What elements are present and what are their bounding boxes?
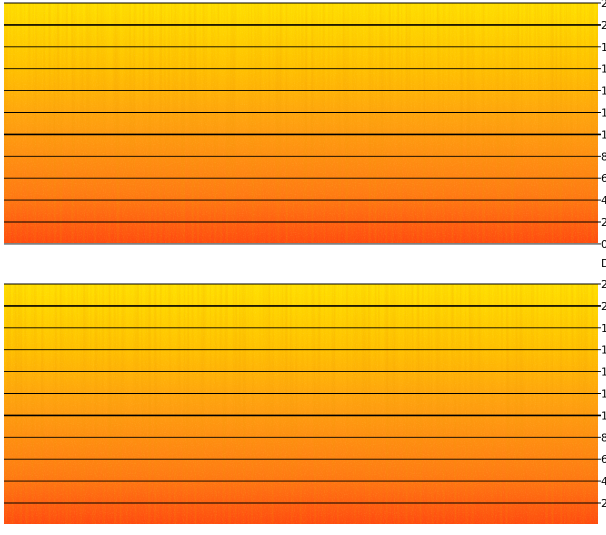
tick-label: 2 [601, 497, 606, 510]
tick-label: 1 [601, 409, 606, 422]
tick-label: 1 [601, 107, 606, 120]
tick-label: 1 [601, 322, 606, 335]
heatmap-grain [4, 3, 598, 243]
tick-label: 6 [601, 453, 606, 466]
tick-label: 0 [601, 238, 606, 251]
separator-label: D [601, 257, 606, 270]
tick-label: 2 [601, 300, 606, 313]
tick-label: 4 [601, 475, 606, 488]
tick-label: 4 [601, 194, 606, 207]
heatmap-grain [4, 284, 598, 524]
tick-label: 1 [601, 85, 606, 98]
tick-label: 1 [601, 366, 606, 379]
tick-label: 1 [601, 41, 606, 54]
tick-label: 8 [601, 431, 606, 444]
tick-label: 1 [601, 344, 606, 357]
tick-label: 8 [601, 150, 606, 163]
tick-label: 1 [601, 128, 606, 141]
tick-label: 2 [601, 19, 606, 32]
tick-label: 2 [601, 216, 606, 229]
tick-label: 6 [601, 172, 606, 185]
tick-label: 2 [601, 278, 606, 291]
panels: 2 2 1 1 1 1 1 8 6 4 2 0 2 2 1 1 1 1 1 8 6 4 2 [4, 0, 606, 524]
tick-label: 2 [601, 0, 606, 10]
tick-label: 1 [601, 63, 606, 76]
tick-label: 1 [601, 388, 606, 401]
